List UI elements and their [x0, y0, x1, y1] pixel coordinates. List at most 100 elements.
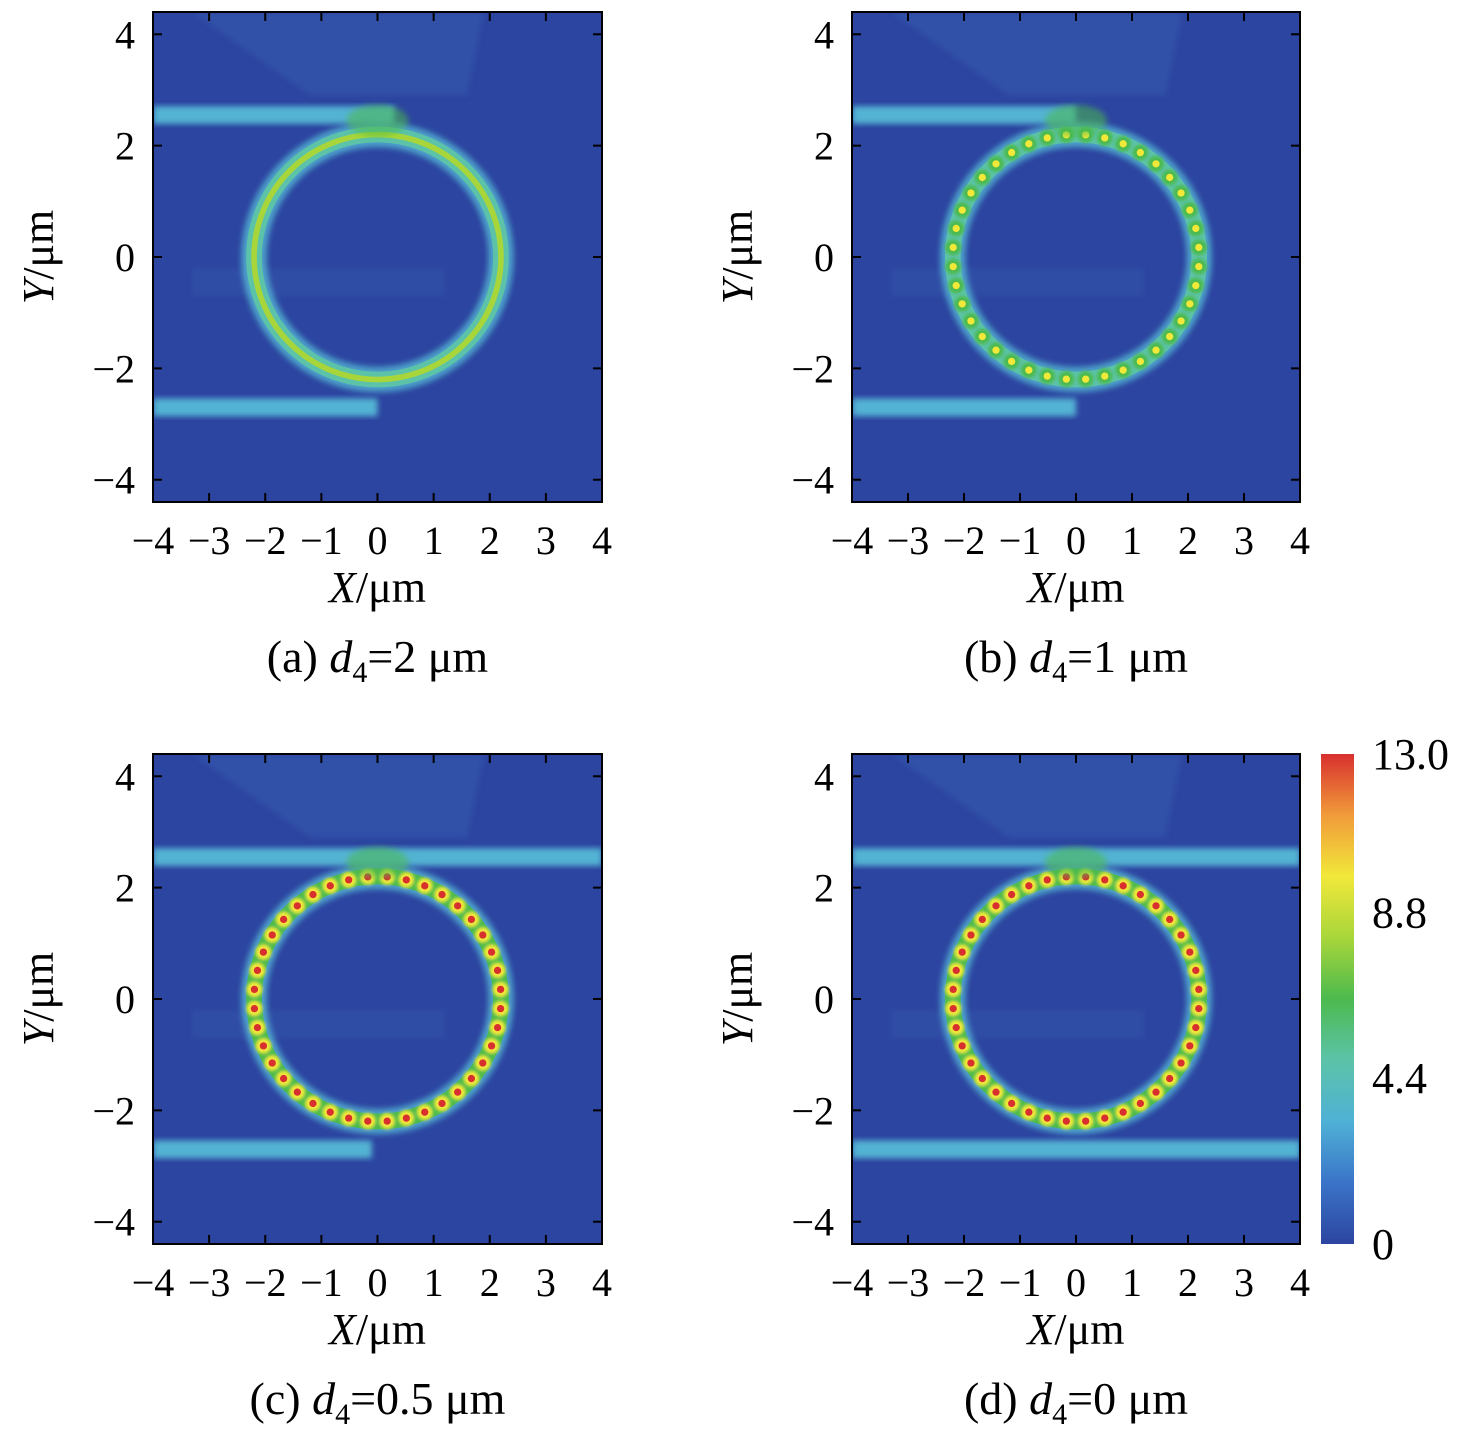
y-tick-label: −2 — [791, 1088, 834, 1133]
y-axis-label: Y/μm — [713, 952, 762, 1047]
y-tick-label: −2 — [92, 346, 135, 391]
field-lobe — [1077, 1113, 1094, 1129]
field-lobe — [948, 220, 965, 237]
field-lobe — [1161, 328, 1178, 345]
field-lobe — [988, 342, 1004, 358]
field-lobe — [945, 1000, 962, 1017]
lower-bus-waveguide — [153, 398, 378, 417]
y-tick-label: 4 — [814, 12, 834, 57]
field-lobe — [463, 911, 480, 928]
field-lobe — [379, 1113, 396, 1129]
field-lobe — [340, 872, 357, 888]
x-tick-label: −2 — [244, 1260, 287, 1305]
inner-pattern — [192, 1010, 445, 1038]
field-lobe — [1190, 1000, 1207, 1017]
field-lobe — [249, 1019, 266, 1036]
x-tick-label: 3 — [1234, 518, 1254, 563]
field-lobe — [1096, 130, 1113, 146]
x-tick-label: −1 — [300, 518, 343, 563]
field-lobe — [954, 944, 971, 960]
inner-pattern — [891, 268, 1144, 296]
x-tick-label: −2 — [244, 518, 287, 563]
y-tick-label: 2 — [814, 124, 834, 169]
y-tick-label: 0 — [814, 977, 834, 1022]
field-lobe — [449, 897, 466, 914]
x-axis-label: X/μm — [1026, 1305, 1125, 1354]
field-lobe — [954, 296, 971, 312]
lower-bus-waveguide — [852, 1140, 1300, 1159]
field-lobe — [963, 185, 979, 201]
field-lobe — [340, 1110, 357, 1126]
field-lobe — [1187, 220, 1204, 237]
field-lobe — [305, 886, 321, 903]
field-lobe — [416, 877, 433, 894]
x-tick-label: 3 — [536, 518, 556, 563]
field-lobe — [474, 927, 491, 943]
field-lobe — [1058, 1113, 1075, 1129]
field-lobe — [948, 962, 965, 979]
field-lobe — [1173, 185, 1189, 201]
y-tick-label: 4 — [115, 754, 135, 799]
x-tick-label: −2 — [943, 1260, 986, 1305]
field-lobe — [1181, 296, 1198, 312]
x-tick-label: −1 — [999, 1260, 1042, 1305]
field-lobe — [988, 156, 1004, 172]
field-lobe — [255, 1038, 272, 1054]
y-tick-label: 4 — [115, 12, 135, 57]
field-lobe — [1190, 981, 1207, 998]
x-tick-label: 1 — [424, 518, 444, 563]
field-lobe — [1181, 944, 1198, 960]
x-tick-label: 2 — [480, 518, 500, 563]
x-tick-label: −3 — [188, 518, 231, 563]
field-lobe — [305, 1095, 321, 1112]
field-lobe — [1021, 362, 1037, 379]
y-tick-label: 2 — [115, 866, 135, 911]
field-lobe — [1021, 135, 1037, 152]
y-tick-label: 2 — [115, 124, 135, 169]
scatter-pattern — [192, 12, 485, 96]
field-lobe — [1115, 1104, 1131, 1121]
y-axis-label: Y/μm — [713, 210, 762, 305]
scatter-pattern — [192, 754, 485, 838]
field-lobe — [1190, 258, 1207, 275]
y-tick-label: 0 — [115, 235, 135, 280]
field-lobe — [449, 1084, 466, 1101]
x-tick-label: 4 — [592, 1260, 612, 1305]
field-lobe — [1039, 130, 1056, 146]
field-lobe — [1181, 202, 1198, 218]
x-tick-label: −1 — [999, 518, 1042, 563]
heatmap-area — [852, 754, 1300, 1244]
field-lobe — [474, 1055, 491, 1071]
x-axis-label: X/μm — [1026, 563, 1125, 612]
colorbar-gradient — [1321, 754, 1354, 1244]
x-tick-label: −3 — [887, 1260, 930, 1305]
field-lobe — [963, 927, 979, 943]
x-tick-label: 0 — [368, 1260, 388, 1305]
upper-bus-waveguide — [153, 106, 395, 124]
field-lobe — [492, 981, 509, 998]
colorbar-tick-label: 13.0 — [1372, 730, 1449, 779]
coupling-region — [1045, 104, 1107, 137]
field-lobe — [1187, 1019, 1204, 1036]
field-lobe — [416, 1104, 433, 1121]
field-lobe — [974, 328, 991, 345]
colorbar-tick-label: 8.8 — [1372, 888, 1427, 937]
scatter-pattern — [891, 754, 1183, 838]
field-lobe — [1132, 144, 1149, 161]
field-lobe — [1096, 368, 1113, 384]
colorbar-tick-label: 4.4 — [1372, 1054, 1427, 1103]
field-lobe — [322, 877, 339, 894]
field-lobe — [1003, 1095, 1020, 1112]
y-tick-label: 2 — [814, 866, 834, 911]
field-lobe — [1181, 1038, 1198, 1054]
y-tick-label: −4 — [92, 458, 135, 503]
x-tick-label: −3 — [188, 1260, 231, 1305]
field-lobe — [489, 962, 506, 979]
heatmap-area — [153, 12, 602, 502]
field-lobe — [1058, 371, 1075, 387]
field-lobe — [1148, 898, 1164, 914]
